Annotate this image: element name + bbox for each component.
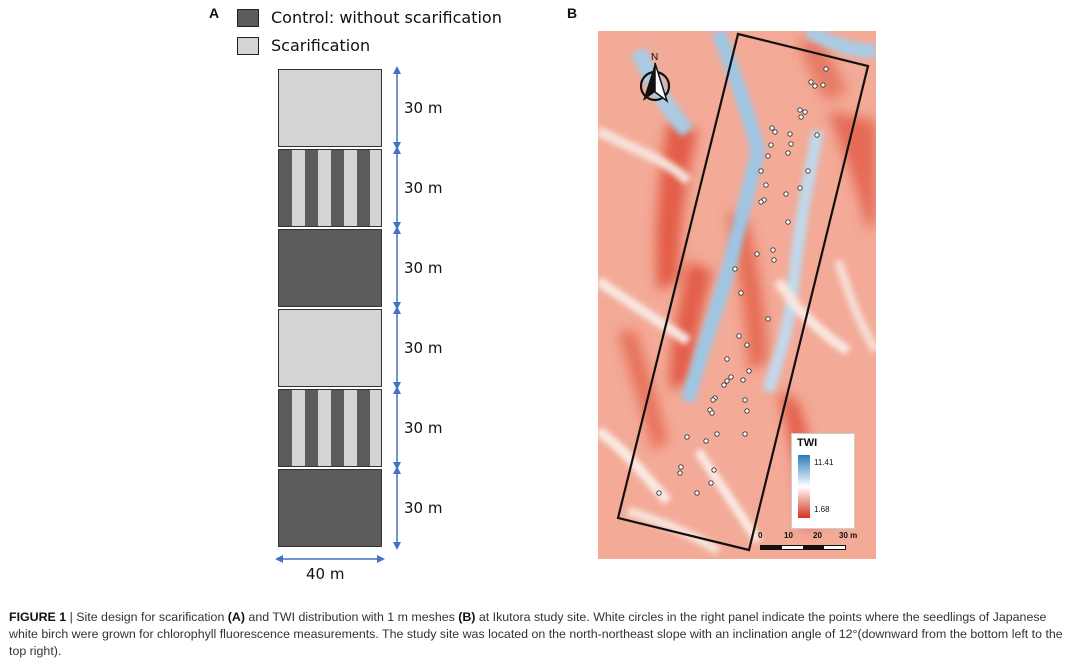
- length-label: 30 m: [404, 419, 443, 437]
- panel-a-letter: A: [209, 5, 220, 21]
- caption-text: Site design for scarification: [76, 610, 228, 624]
- caption-ref-a: (A): [227, 610, 245, 624]
- length-label: 30 m: [404, 99, 443, 117]
- plot-block-scarification: [278, 69, 382, 147]
- length-label: 30 m: [404, 259, 443, 277]
- caption-separator: |: [66, 610, 77, 624]
- twi-legend-title: TWI: [797, 437, 818, 449]
- twi-legend: TWI 11.41 1.68: [791, 433, 855, 529]
- seedling-points: [656, 66, 829, 496]
- twi-legend-min: 1.68: [814, 505, 830, 514]
- caption-text: and TWI distribution with 1 m meshes: [244, 610, 459, 624]
- legend-label-control: Control: without scarification: [271, 8, 502, 27]
- plot-block-striped: [278, 389, 382, 467]
- plot-block-control: [278, 229, 382, 307]
- plot-block-striped: [278, 149, 382, 227]
- scalebar-label: 30 m: [839, 531, 858, 540]
- plot-block-scarification: [278, 309, 382, 387]
- plot-block-control: [278, 469, 382, 547]
- legend-item-control: Control: without scarification: [237, 8, 502, 27]
- study-site-boundary: [616, 32, 870, 552]
- length-label: 30 m: [404, 499, 443, 517]
- scalebar-label: 0: [758, 531, 763, 540]
- north-arrow: [639, 62, 671, 104]
- figure-caption: FIGURE 1 | Site design for scarification…: [9, 609, 1071, 660]
- twi-legend-max: 11.41: [814, 458, 834, 467]
- legend-label-scarification: Scarification: [271, 36, 371, 55]
- twi-valleys: [598, 31, 876, 555]
- north-label: N: [651, 52, 658, 63]
- panel-b-letter: B: [567, 5, 578, 21]
- caption-text: at Ikutora study site. White circles in …: [9, 610, 1063, 658]
- length-label: 30 m: [404, 179, 443, 197]
- scalebar-label: 20: [813, 531, 822, 540]
- caption-ref-b: (B): [458, 610, 476, 624]
- length-label: 30 m: [404, 339, 443, 357]
- control-swatch: [237, 8, 259, 27]
- scalebar-label: 10: [784, 531, 793, 540]
- scalebar: [760, 545, 846, 550]
- twi-color-ramp: [798, 455, 810, 518]
- width-label: 40 m: [306, 565, 345, 583]
- legend-item-scarification: Scarification: [237, 36, 370, 55]
- scarification-swatch: [237, 36, 259, 55]
- figure-label: FIGURE 1: [9, 610, 67, 624]
